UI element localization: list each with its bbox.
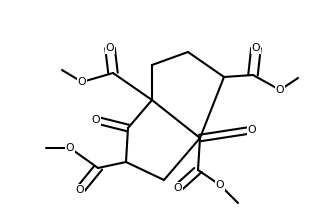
Text: O: O — [276, 85, 284, 95]
Text: O: O — [76, 185, 84, 195]
Text: O: O — [174, 183, 182, 193]
Text: O: O — [78, 77, 86, 87]
Text: O: O — [92, 115, 100, 125]
Text: O: O — [252, 43, 260, 53]
Text: O: O — [66, 143, 74, 153]
Text: O: O — [248, 125, 256, 135]
Text: O: O — [216, 180, 224, 190]
Text: O: O — [106, 43, 114, 53]
